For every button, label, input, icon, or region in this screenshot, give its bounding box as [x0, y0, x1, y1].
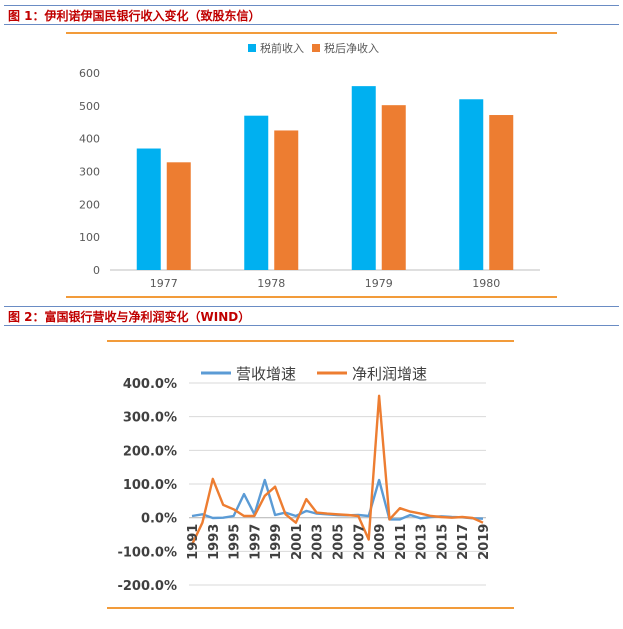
bar-税前收入-1977	[136, 148, 161, 270]
chart-1-top-rule	[66, 32, 557, 34]
chart-2-bottom-rule	[107, 607, 514, 609]
y-tick-label: -200.0%	[117, 579, 177, 594]
x-tick-label: 2009	[373, 524, 388, 560]
figure-1-caption: 图 1：伊利诺伊国民银行收入变化（致股东信）	[4, 5, 619, 25]
y-tick-label: 100	[79, 231, 100, 244]
x-tick-label: 2001	[290, 524, 305, 560]
x-tick-label: 2015	[435, 524, 450, 560]
y-tick-label: 400	[79, 133, 100, 146]
legend-label: 税后净收入	[324, 41, 379, 55]
legend-label: 净利润增速	[352, 365, 427, 383]
chart-1-bottom-rule	[66, 296, 557, 298]
y-tick-label: 300.0%	[123, 411, 177, 426]
legend-label: 税前收入	[260, 41, 304, 55]
y-tick-label: 0	[93, 264, 100, 277]
legend-swatch	[248, 44, 256, 52]
x-tick-label: 2003	[311, 524, 326, 560]
y-tick-label: 400.0%	[123, 377, 177, 392]
x-tick-label: 2019	[477, 524, 492, 560]
x-tick-label: 2011	[394, 524, 409, 560]
bar-税前收入-1980	[459, 99, 484, 271]
y-tick-label: 600	[79, 67, 100, 80]
bar-税前收入-1978	[244, 115, 269, 270]
x-tick-label: 1979	[365, 277, 393, 290]
x-tick-label: 1980	[472, 277, 500, 290]
x-tick-label: 2005	[332, 524, 347, 560]
bar-税后净收入-1980	[489, 115, 514, 270]
bar-税后净收入-1979	[381, 105, 406, 270]
y-tick-label: 100.0%	[123, 478, 177, 493]
y-tick-label: 500	[79, 100, 100, 113]
bar-税后净收入-1977	[166, 162, 191, 270]
bar-税前收入-1979	[351, 86, 376, 270]
x-tick-label: 1993	[207, 524, 222, 560]
x-tick-label: 1999	[269, 524, 284, 560]
x-tick-label: 2013	[415, 524, 430, 560]
x-tick-label: 1995	[228, 524, 243, 560]
x-tick-label: 1997	[248, 524, 263, 560]
x-tick-label: 2007	[352, 524, 367, 560]
y-tick-label: 0.0%	[141, 512, 177, 527]
x-tick-label: 1991	[186, 524, 201, 560]
legend-swatch	[312, 44, 320, 52]
figure-2-caption: 图 2：富国银行营收与净利润变化（WIND）	[4, 306, 619, 326]
x-tick-label: 2017	[456, 524, 471, 560]
x-tick-label: 1977	[150, 277, 178, 290]
chart-2-top-rule	[107, 340, 514, 342]
x-tick-label: 1978	[257, 277, 285, 290]
legend-label: 营收增速	[236, 365, 296, 383]
y-tick-label: 200.0%	[123, 444, 177, 459]
y-tick-label: 300	[79, 166, 100, 179]
bar-税后净收入-1978	[274, 130, 299, 270]
series-line-净利润增速	[190, 394, 484, 546]
y-tick-label: -100.0%	[117, 545, 177, 560]
y-tick-label: 200	[79, 198, 100, 211]
